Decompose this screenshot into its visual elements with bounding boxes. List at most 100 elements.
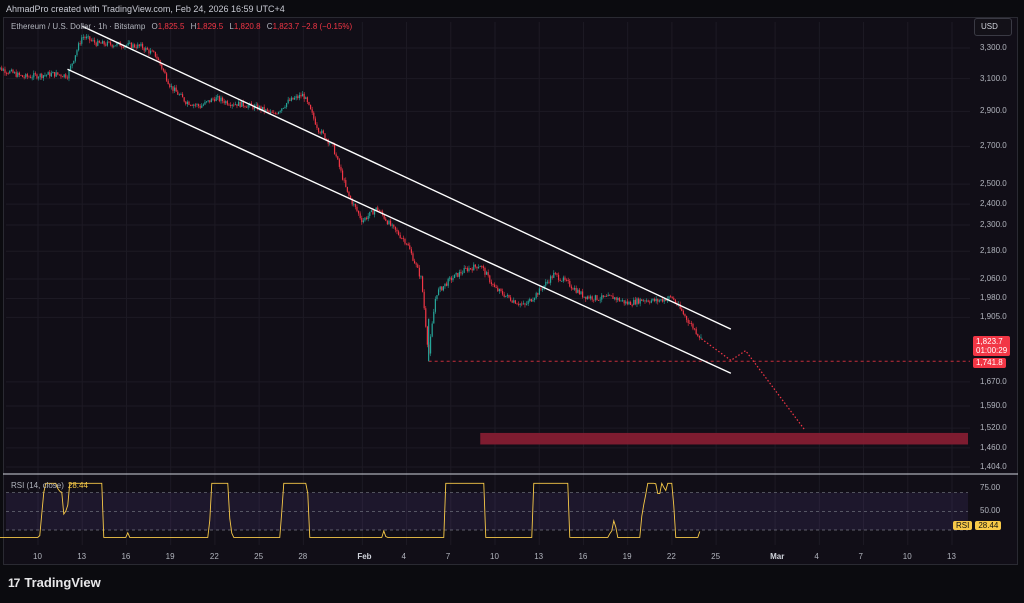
candle-body xyxy=(533,298,536,300)
candle-body xyxy=(28,76,30,78)
candle-body xyxy=(689,322,691,324)
candle-body xyxy=(204,101,206,105)
candle-body xyxy=(471,268,473,271)
candle-body xyxy=(49,72,51,77)
candle-body xyxy=(226,101,228,105)
candle-body xyxy=(437,289,440,296)
candle-body xyxy=(274,113,276,114)
candle-body xyxy=(300,95,302,97)
candle-body xyxy=(89,36,91,41)
candle-body xyxy=(36,74,38,79)
candle-body xyxy=(386,220,388,225)
symbol-legend[interactable]: Ethereum / U.S. Dollar · 1h · Bitstamp O… xyxy=(11,22,352,31)
candle-body xyxy=(693,328,696,330)
candle-body xyxy=(455,272,457,275)
candle-body xyxy=(498,289,500,292)
candle-body xyxy=(281,108,283,111)
candle-body xyxy=(634,299,636,305)
rsi-last-value: 28.44 xyxy=(975,521,1002,530)
tradingview-footer[interactable]: 17 TradingView xyxy=(8,575,101,590)
candle-body xyxy=(602,295,604,297)
currency-button[interactable]: USD xyxy=(974,18,1012,36)
candle-body xyxy=(655,298,657,302)
candle-body xyxy=(252,105,254,109)
candle-body xyxy=(77,43,80,51)
candle-body xyxy=(692,323,694,329)
candle-body xyxy=(409,245,411,250)
time-tick-label: 10 xyxy=(902,552,912,561)
candle-body xyxy=(197,104,200,106)
candle-body xyxy=(282,107,284,109)
candle-body xyxy=(668,296,670,299)
candle-body xyxy=(189,104,192,106)
candle-body xyxy=(193,104,195,106)
candle-body xyxy=(519,303,521,305)
candle-body xyxy=(18,72,20,76)
close-value: 1,823.7 xyxy=(272,22,300,31)
high-value: 1,829.5 xyxy=(196,22,224,31)
candle-body xyxy=(202,104,204,106)
candle-body xyxy=(125,45,128,46)
candle-body xyxy=(47,72,49,75)
candle-body xyxy=(148,49,150,54)
candle-body xyxy=(338,159,340,167)
time-tick-label: Feb xyxy=(357,552,372,561)
candle-body xyxy=(351,198,353,205)
candle-body xyxy=(663,299,665,302)
candle-body xyxy=(490,282,492,285)
candle-body xyxy=(508,294,510,298)
candle-body xyxy=(101,41,104,44)
candle-body xyxy=(41,73,43,79)
rsi-axis-tag: RSI 28.44 xyxy=(953,521,1002,531)
candle-body xyxy=(457,272,459,277)
candle-body xyxy=(244,106,246,108)
candle-body xyxy=(12,69,14,73)
candle-body xyxy=(319,132,321,134)
candle-body xyxy=(157,58,160,61)
candle-body xyxy=(114,45,116,47)
candle-body xyxy=(644,300,646,302)
candle-body xyxy=(495,286,497,288)
candle-body xyxy=(361,217,363,223)
candle-body xyxy=(2,69,4,71)
price-tick-label: 2,500.0 xyxy=(980,179,1007,189)
candle-body xyxy=(362,220,364,223)
candle-body xyxy=(653,298,656,302)
candle-body xyxy=(641,299,643,301)
candle-body xyxy=(596,295,598,301)
candle-body xyxy=(625,301,627,304)
candle-body xyxy=(405,243,408,245)
candle-body xyxy=(255,104,257,106)
candle-body xyxy=(116,43,118,46)
rsi-legend[interactable]: RSI (14, close) 28.44 xyxy=(11,481,88,490)
candle-body xyxy=(73,60,75,64)
candle-body xyxy=(290,97,292,101)
price-tick-label: 1,670.0 xyxy=(980,376,1007,386)
candle-body xyxy=(53,72,56,77)
candle-body xyxy=(647,300,649,302)
candle-body xyxy=(97,40,99,46)
candle-body xyxy=(10,69,12,72)
candle-body xyxy=(397,231,400,235)
candle-body xyxy=(468,268,470,272)
time-tick-label: 19 xyxy=(165,552,175,561)
candle-body xyxy=(452,278,454,281)
candle-body xyxy=(364,217,366,221)
candle-body xyxy=(284,106,286,108)
candle-body xyxy=(537,293,539,295)
candle-body xyxy=(620,300,622,302)
candle-body xyxy=(133,44,136,48)
candle-body xyxy=(477,266,480,269)
price-tick-label: 3,300.0 xyxy=(980,43,1007,52)
candle-body xyxy=(34,73,36,75)
candle-body xyxy=(137,44,139,49)
candle-body xyxy=(322,130,324,134)
candle-body xyxy=(463,267,465,273)
candle-body xyxy=(223,101,225,104)
price-tick-label: 1,520.0 xyxy=(980,423,1007,433)
candle-body xyxy=(479,266,481,267)
candle-body xyxy=(669,296,672,298)
low-value: 1,820.8 xyxy=(233,22,261,31)
candle-body xyxy=(697,333,699,336)
candle-body xyxy=(26,74,28,77)
